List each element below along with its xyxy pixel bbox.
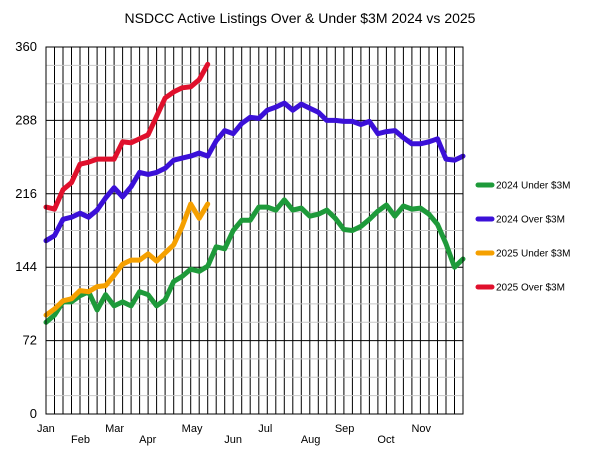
y-tick-label: 216: [15, 186, 37, 201]
legend: 2024 Under $3M 2024 Over $3M 2025 Under $3…: [475, 181, 571, 294]
x-tick-label: Feb: [71, 434, 90, 446]
x-tick-label: Jul: [258, 423, 272, 435]
legend-label: 2024 Under $3M: [496, 181, 571, 192]
x-axis-ticks: Jan Feb Mar Apr May Jun Jul Aug Sep Oct Nov: [37, 423, 432, 446]
y-tick-label: 360: [15, 39, 37, 54]
y-tick-label: 144: [15, 259, 37, 274]
series-lines: [43, 61, 466, 325]
x-tick-label: Oct: [377, 434, 394, 446]
legend-label: 2025 Over $3M: [496, 283, 565, 294]
series-line-3: [43, 61, 211, 212]
series-line-2: [43, 201, 211, 318]
y-axis-ticks: 0 72 144 216 288 360: [15, 39, 37, 421]
series-line-0: [43, 197, 466, 325]
x-tick-label: Sep: [335, 423, 355, 435]
series-line-1: [43, 100, 466, 244]
gridlines: [45, 47, 464, 414]
x-tick-label: Mar: [105, 423, 124, 435]
legend-label: 2025 Under $3M: [496, 249, 571, 260]
x-tick-label: Jan: [37, 423, 55, 435]
x-tick-label: Aug: [301, 434, 321, 446]
x-tick-label: Jun: [224, 434, 242, 446]
legend-label: 2024 Over $3M: [496, 215, 565, 226]
y-tick-label: 0: [30, 406, 37, 421]
y-tick-label: 72: [23, 333, 37, 348]
chart-title: NSDCC Active Listings Over & Under $3M 2…: [125, 10, 476, 26]
x-tick-label: May: [182, 423, 203, 435]
x-tick-label: Apr: [139, 434, 156, 446]
x-tick-label: Nov: [411, 423, 431, 435]
y-tick-label: 288: [15, 112, 37, 127]
plot-border: [45, 46, 464, 415]
